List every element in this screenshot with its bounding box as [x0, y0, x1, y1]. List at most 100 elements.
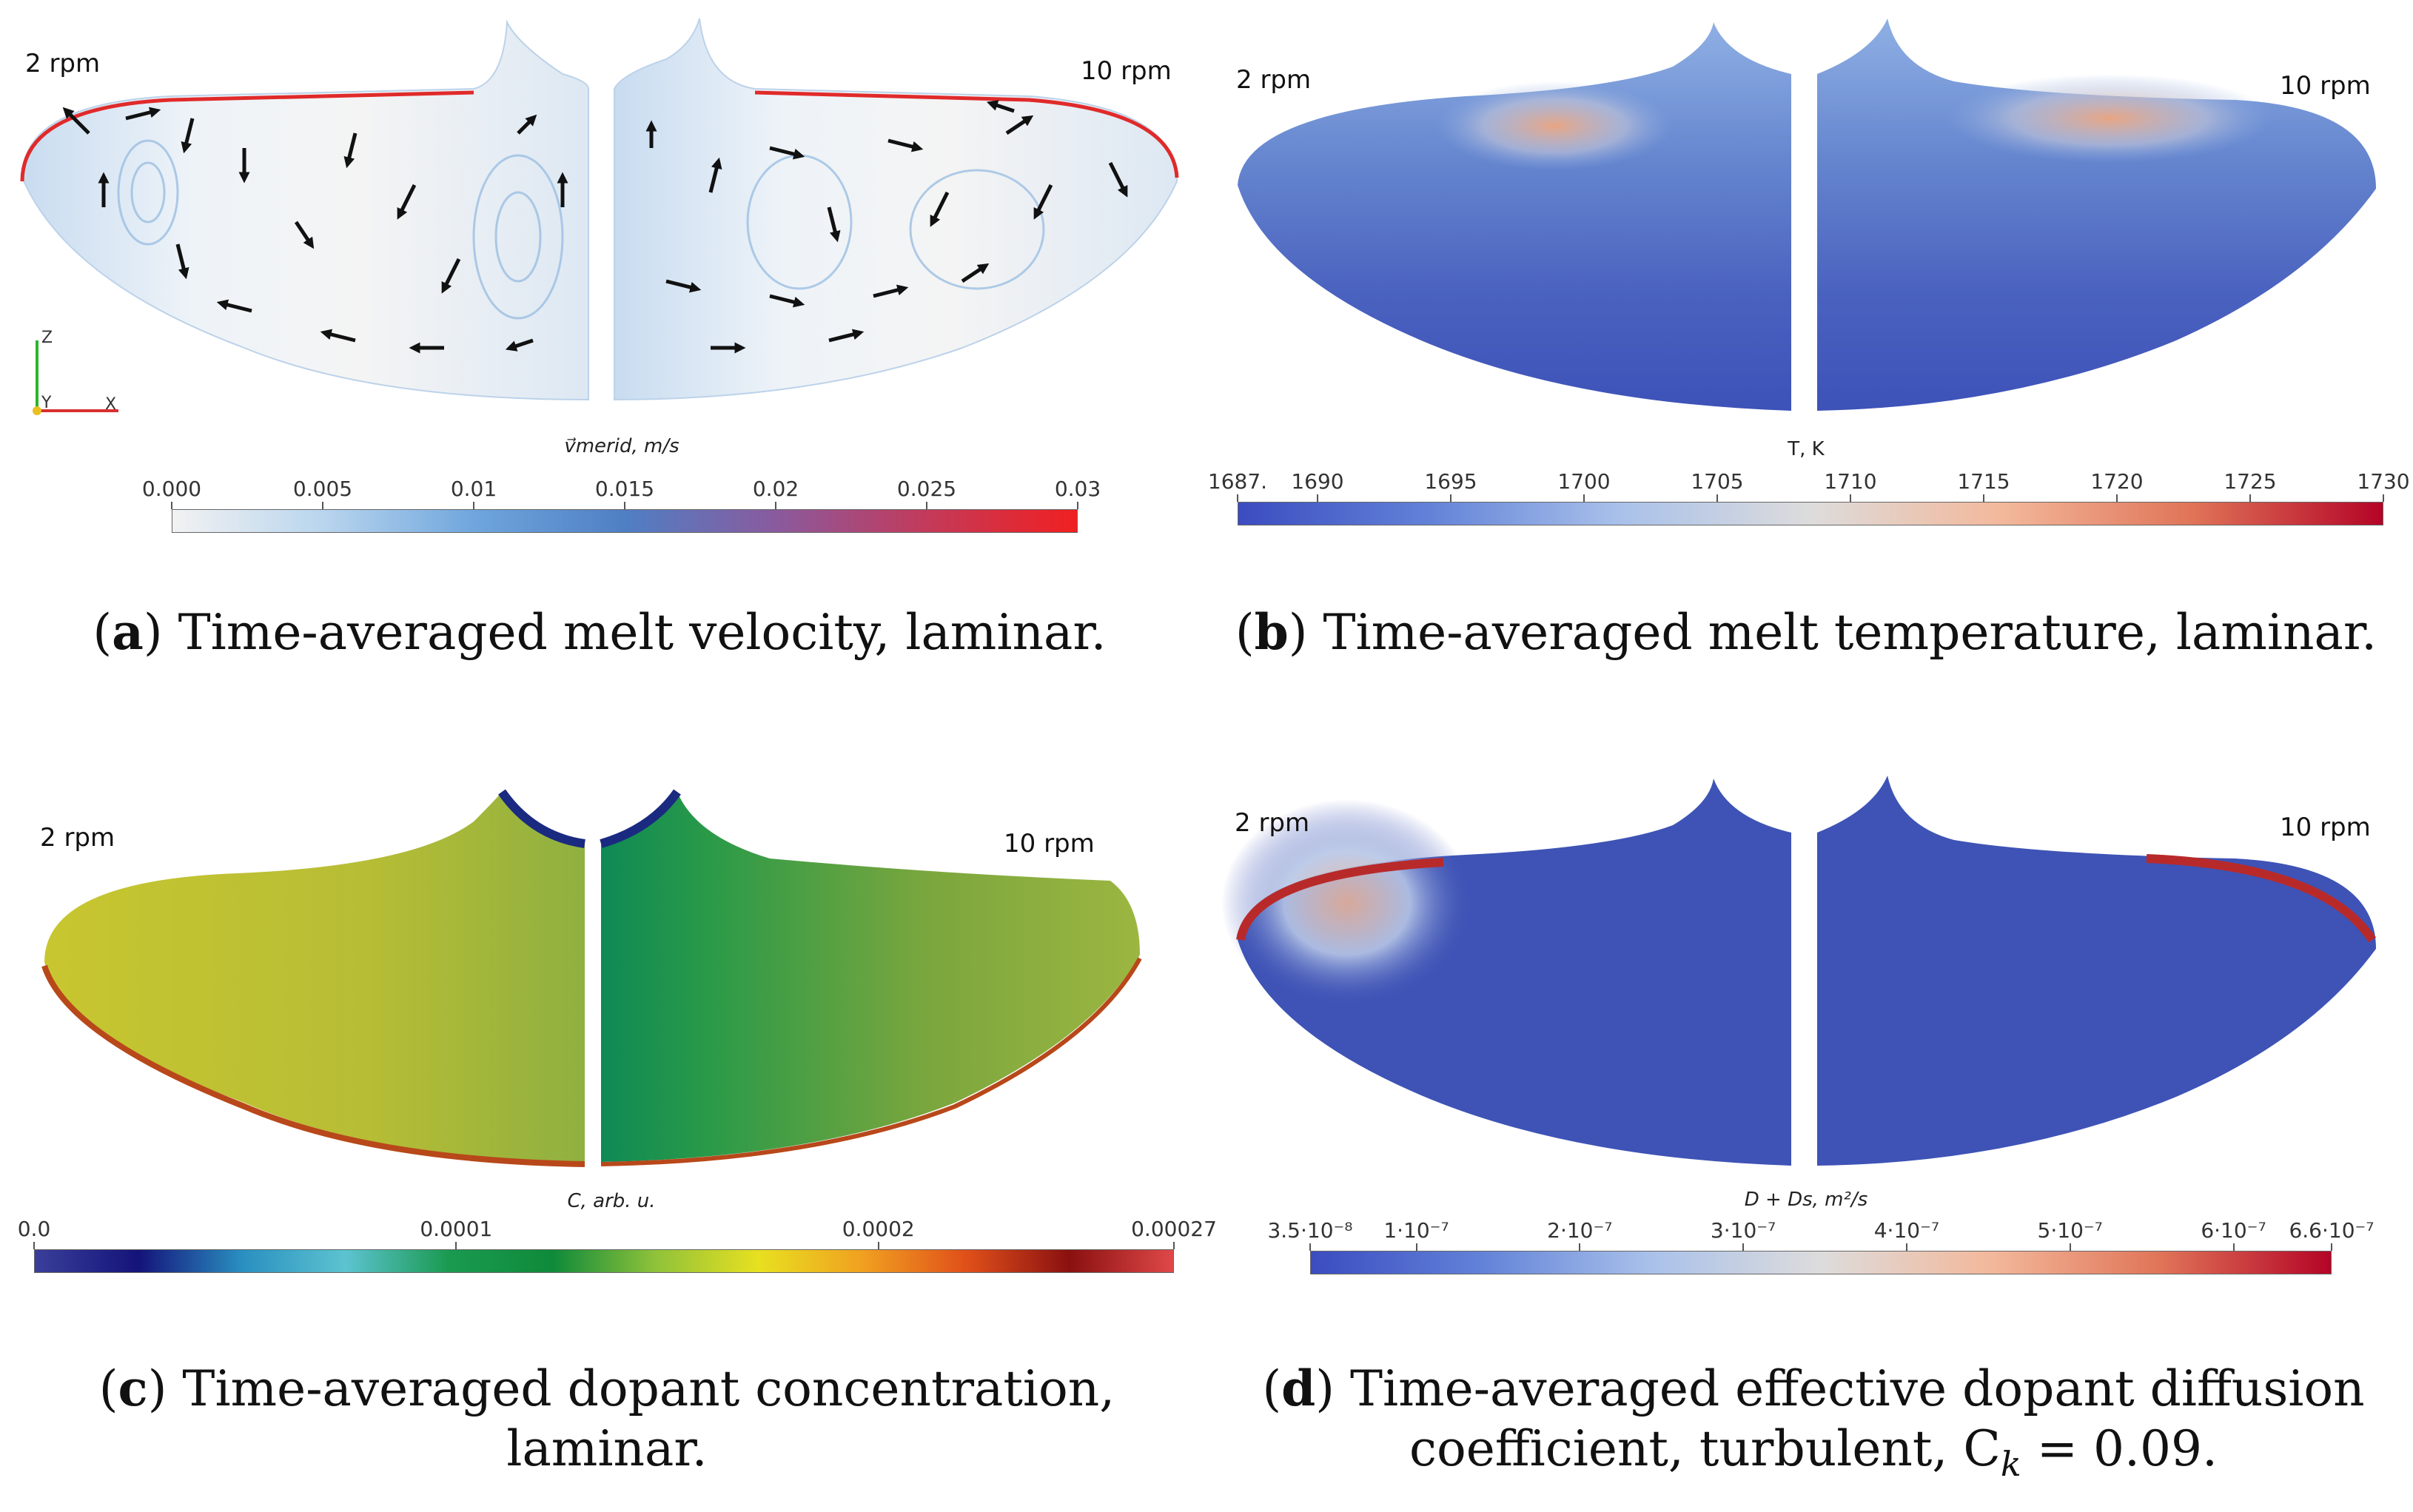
panel-d: 2 rpm 10 rpm D + Ds, m²/s 3.5·10⁻⁸ 1·10⁻⁷…	[1199, 755, 2413, 1512]
caption-text-line1: Time-averaged effective dopant diffusion	[1349, 1360, 2365, 1417]
colorbar-tick-label: 1·10⁻⁷	[1383, 1218, 1449, 1243]
right-rpm-label: 10 rpm	[2280, 813, 2371, 842]
colorbar-title: T, K	[1788, 438, 1825, 460]
colorbar-tick-label: 0.01	[450, 477, 497, 501]
colorbar-tick-mark	[1579, 1243, 1581, 1251]
colorbar	[172, 509, 1078, 533]
colorbar-tick-label: 0.00027	[1131, 1217, 1217, 1241]
bottom-boundary-right	[600, 957, 1142, 1166]
melt-domain-right	[601, 792, 1140, 1162]
colorbar-tick-mark	[624, 502, 625, 509]
right-rpm-label: 10 rpm	[1081, 56, 1172, 86]
hot-spot-right	[1947, 74, 2272, 163]
colorbar-tick-mark	[1716, 494, 1718, 502]
colorbar-tick-label: 6·10⁻⁷	[2201, 1218, 2266, 1243]
colorbar-tick-mark	[455, 1242, 457, 1249]
surface-layer-right	[2146, 854, 2377, 943]
colorbar-tick-mark	[1742, 1243, 1745, 1251]
axes-triad	[33, 340, 118, 415]
colorbar	[1238, 502, 2383, 525]
colorbar-tick-label: 3·10⁻⁷	[1710, 1218, 1776, 1243]
colorbar-title: C, arb. u.	[567, 1190, 656, 1212]
colorbar-tick-label: 1705	[1691, 469, 1744, 494]
left-rpm-label: 2 rpm	[25, 49, 101, 78]
colorbar-tick-label: 0.0002	[842, 1217, 915, 1241]
colorbar-tick-label: 0.03	[1054, 477, 1101, 501]
right-rpm-label: 10 rpm	[1004, 829, 1095, 859]
crystal-edge-right	[600, 789, 681, 848]
temperature-field-figure	[1238, 19, 2376, 411]
colorbar-tick-mark	[1983, 494, 1984, 502]
colorbar-tick-label: 0.0001	[420, 1217, 493, 1241]
colorbar-tick-mark	[1450, 494, 1452, 502]
colorbar-tick-mark	[1077, 502, 1078, 509]
colorbar-title: D + Ds, m²/s	[1744, 1189, 1868, 1211]
colorbar-tick-mark	[1173, 1242, 1175, 1249]
concentration-field-figure	[41, 789, 1142, 1167]
left-rpm-label: 2 rpm	[1236, 65, 1312, 95]
colorbar-tick-mark	[1237, 494, 1238, 502]
colorbar-tick-label: 1690	[1291, 469, 1344, 494]
melt-domain-left	[21, 19, 589, 401]
colorbar-tick-mark	[1905, 1243, 1907, 1251]
left-rpm-label: 2 rpm	[1235, 808, 1310, 838]
colorbar-tick-mark	[2232, 1243, 2235, 1251]
caption-letter: c	[118, 1360, 148, 1417]
colorbar-tick-label: 5·10⁻⁷	[2037, 1218, 2103, 1243]
left-rpm-label: 2 rpm	[40, 823, 115, 853]
panel-c: 2 rpm 10 rpm C, arb. u. 0.0 0.0001 0.0002 0…	[0, 755, 1217, 1512]
velocity-arrows	[62, 100, 1128, 354]
colorbar-tick-label: 1725	[2224, 469, 2277, 494]
colorbar-title: v⃗merid, m/s	[564, 435, 679, 457]
melt-domain-left	[1238, 22, 1791, 411]
axis-z-label: Z	[41, 329, 53, 347]
caption-letter: b	[1254, 603, 1289, 661]
colorbar-tick-label: 2·10⁻⁷	[1547, 1218, 1613, 1243]
colorbar-tick-mark	[322, 502, 323, 509]
melt-domain-left	[44, 792, 585, 1162]
colorbar-tick-mark	[1415, 1243, 1417, 1251]
colorbar-tick-label: 0.000	[141, 477, 202, 501]
colorbar-tick-mark	[1850, 494, 1851, 502]
colorbar-tick-label: 1700	[1557, 469, 1611, 494]
colorbar-tick-mark	[1583, 494, 1585, 502]
axis-x-label: X	[105, 395, 117, 414]
colorbar	[34, 1249, 1174, 1273]
colorbar-tick-label: 3.5·10⁻⁸	[1267, 1218, 1353, 1243]
colorbar-tick-label: 1715	[1957, 469, 2010, 494]
colorbar-tick-label: 1720	[2090, 469, 2144, 494]
colorbar-tick-label: 1710	[1824, 469, 1877, 494]
hot-spot-left	[1436, 81, 1673, 170]
free-surface-right	[754, 90, 1179, 178]
caption-text: Time-averaged melt temperature, laminar.	[1323, 604, 2377, 661]
colorbar-tick-label: 0.02	[752, 477, 799, 501]
colorbar-tick-mark	[33, 1242, 35, 1249]
colorbar-tick-label: 0.005	[292, 477, 353, 501]
caption-d: (d) Time-averaged effective dopant diffu…	[1262, 1360, 2365, 1484]
colorbar-tick-label: 1730	[2357, 469, 2410, 494]
colorbar-tick-label: 0.0	[17, 1217, 51, 1241]
high-diffusion-plume-left	[1221, 799, 1473, 1007]
colorbar	[1310, 1251, 2332, 1274]
colorbar-tick-mark	[775, 502, 776, 509]
bottom-boundary-left	[41, 964, 585, 1167]
diffusion-field-figure	[1221, 776, 2377, 1166]
caption-letter: a	[112, 603, 144, 661]
velocity-field-figure	[20, 18, 1179, 401]
crystal-edge-left	[498, 789, 585, 848]
colorbar-tick-mark	[2383, 494, 2384, 502]
colorbar-tick-label: 4·10⁻⁷	[1873, 1218, 1940, 1243]
colorbar-tick-label: 1695	[1424, 469, 1477, 494]
colorbar-tick-mark	[2249, 494, 2251, 502]
melt-domain-right	[1817, 776, 2376, 1166]
caption-tail: = 0.09.	[2021, 1419, 2218, 1477]
caption-b: (b) Time-averaged melt temperature, lami…	[1235, 603, 2377, 661]
surface-layer-left	[1236, 858, 1444, 941]
colorbar-tick-label: 0.025	[896, 477, 957, 501]
colorbar-tick-mark	[926, 502, 927, 509]
axis-y-label: Y	[41, 394, 52, 412]
right-rpm-label: 10 rpm	[2280, 71, 2371, 101]
caption-text-line2: coefficient, turbulent, C	[1409, 1419, 2001, 1477]
colorbar-tick-label: 0.015	[594, 477, 655, 501]
caption-subscript: k	[2000, 1443, 2021, 1484]
